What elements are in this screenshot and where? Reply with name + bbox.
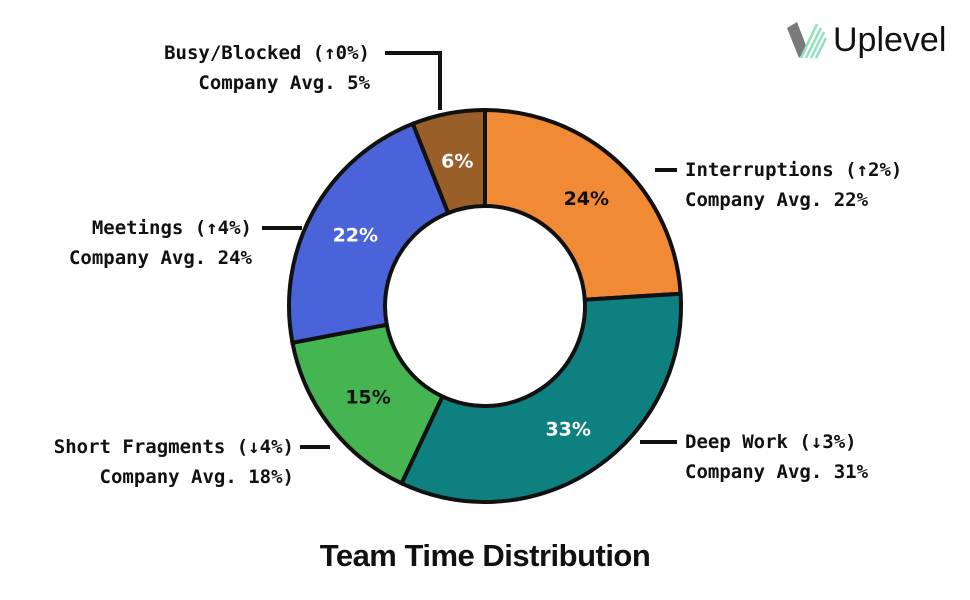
callout-title: Interruptions (↑2%) [685, 159, 903, 181]
callout-deep-work: Deep Work (↓3%) Company Avg. 31% [685, 427, 868, 487]
callout-avg: Company Avg. 18%) [99, 466, 294, 488]
data-label-interruptions: 24% [564, 188, 609, 210]
callout-interruptions: Interruptions (↑2%) Company Avg. 22% [685, 155, 902, 215]
callout-title: Busy/Blocked (↑0%) [164, 42, 370, 64]
callout-title: Meetings (↑4%) [91, 217, 252, 239]
data-label-busy-blocked: 6% [441, 151, 473, 173]
slice-deep-work [398, 291, 683, 504]
callout-title: Short Fragments (↓4%) [53, 436, 294, 458]
chart-title: Team Time Distribution [319, 538, 651, 573]
data-label-short-fragments: 15% [345, 387, 390, 409]
callout-busy-blocked: Busy/Blocked (↑0%) Company Avg. 5% [164, 38, 370, 98]
leader-busy [385, 51, 442, 110]
data-label-meetings: 22% [333, 225, 378, 247]
callout-avg: Company Avg. 5% [198, 72, 370, 94]
callout-avg: Company Avg. 24% [68, 247, 252, 269]
callout-meetings: Meetings (↑4%) Company Avg. 24% [69, 213, 252, 273]
uplevel-logo: Uplevel [783, 18, 946, 62]
callout-avg: Company Avg. 22% [685, 189, 869, 211]
callout-title: Deep Work (↓3%) [685, 431, 857, 453]
uplevel-logo-text: Uplevel [833, 20, 947, 59]
callout-avg: Company Avg. 31% [685, 461, 869, 483]
slice-interruptions [483, 107, 683, 302]
data-label-deep-work: 33% [545, 418, 590, 440]
callout-short-fragments: Short Fragments (↓4%) Company Avg. 18%) [54, 432, 294, 492]
uplevel-logo-icon [787, 22, 827, 59]
slice-busy-blocked [410, 107, 487, 216]
slice-meetings [287, 121, 451, 346]
